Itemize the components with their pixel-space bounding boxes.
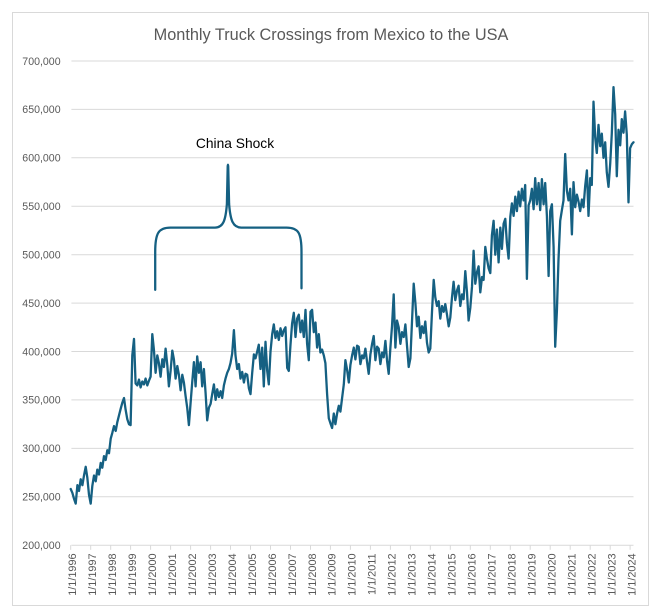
svg-text:1/1/2002: 1/1/2002 xyxy=(187,553,199,595)
svg-text:1/1/1998: 1/1/1998 xyxy=(107,553,119,595)
svg-text:1/1/2003: 1/1/2003 xyxy=(207,553,219,595)
svg-text:1/1/2017: 1/1/2017 xyxy=(487,553,499,595)
svg-text:1/1/2024: 1/1/2024 xyxy=(626,553,638,595)
svg-text:1/1/2007: 1/1/2007 xyxy=(287,553,299,595)
svg-text:1/1/2008: 1/1/2008 xyxy=(307,553,319,595)
svg-text:1/1/2015: 1/1/2015 xyxy=(447,553,459,595)
svg-text:500,000: 500,000 xyxy=(22,250,60,262)
svg-text:250,000: 250,000 xyxy=(22,492,60,504)
svg-text:700,000: 700,000 xyxy=(22,56,60,68)
svg-text:1/1/2022: 1/1/2022 xyxy=(587,553,599,595)
svg-text:1/1/2019: 1/1/2019 xyxy=(527,553,539,595)
svg-text:1/1/2011: 1/1/2011 xyxy=(367,553,379,595)
svg-text:1/1/2016: 1/1/2016 xyxy=(467,553,479,595)
svg-text:1/1/2020: 1/1/2020 xyxy=(547,553,559,595)
svg-text:650,000: 650,000 xyxy=(22,104,60,116)
svg-text:1/1/2004: 1/1/2004 xyxy=(227,553,239,595)
svg-text:600,000: 600,000 xyxy=(22,153,60,165)
svg-text:1/1/1997: 1/1/1997 xyxy=(87,553,99,595)
svg-text:1/1/1999: 1/1/1999 xyxy=(127,553,139,595)
svg-text:1/1/1996: 1/1/1996 xyxy=(67,553,79,595)
svg-text:1/1/2000: 1/1/2000 xyxy=(147,553,159,595)
svg-text:400,000: 400,000 xyxy=(22,346,60,358)
svg-text:1/1/2001: 1/1/2001 xyxy=(167,553,179,595)
svg-text:Monthly Truck Crossings from M: Monthly Truck Crossings from Mexico to t… xyxy=(154,26,509,44)
svg-text:1/1/2005: 1/1/2005 xyxy=(247,553,259,595)
svg-text:1/1/2021: 1/1/2021 xyxy=(567,553,579,595)
svg-text:1/1/2018: 1/1/2018 xyxy=(507,553,519,595)
svg-text:1/1/2010: 1/1/2010 xyxy=(347,553,359,595)
svg-text:300,000: 300,000 xyxy=(22,443,60,455)
svg-text:1/1/2006: 1/1/2006 xyxy=(267,553,279,595)
svg-text:1/1/2023: 1/1/2023 xyxy=(607,553,619,595)
svg-text:450,000: 450,000 xyxy=(22,298,60,310)
svg-text:1/1/2014: 1/1/2014 xyxy=(427,553,439,595)
svg-text:1/1/2012: 1/1/2012 xyxy=(387,553,399,595)
svg-text:China Shock: China Shock xyxy=(196,136,274,151)
svg-text:1/1/2009: 1/1/2009 xyxy=(327,553,339,595)
svg-text:1/1/2013: 1/1/2013 xyxy=(407,553,419,595)
svg-text:200,000: 200,000 xyxy=(22,540,60,552)
svg-text:350,000: 350,000 xyxy=(22,395,60,407)
svg-text:550,000: 550,000 xyxy=(22,201,60,213)
